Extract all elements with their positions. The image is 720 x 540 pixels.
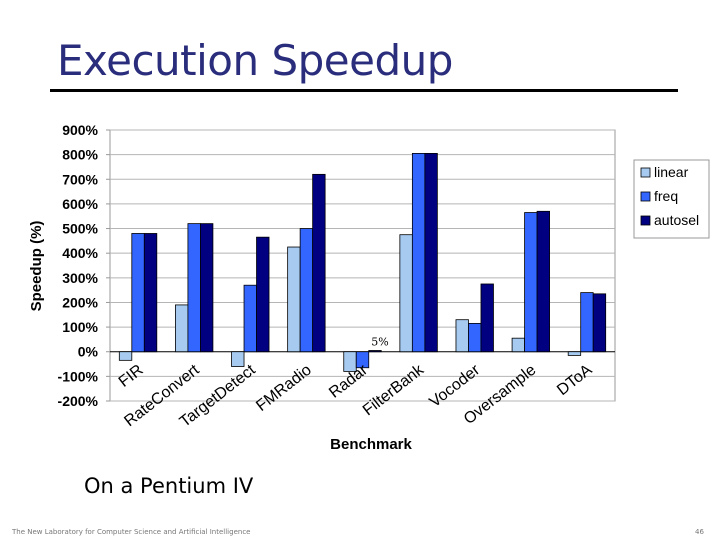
title-divider (50, 89, 678, 92)
legend-swatch-linear (640, 167, 651, 178)
legend-label-linear: linear (654, 164, 689, 180)
bar-linear-FIR (118, 351, 133, 361)
y-tick-label: -100% (58, 368, 99, 384)
annotation-label: 5% (371, 335, 388, 348)
bar-autosel-TargetDetect (256, 236, 270, 353)
bar-freq-DToA (580, 292, 594, 353)
y-tick-label: 500% (62, 221, 98, 237)
bar-autosel-Vocoder (480, 283, 494, 353)
bar-autosel-DToA (592, 293, 607, 353)
legend-swatch-freq (640, 191, 651, 202)
x-axis-label: Benchmark (330, 436, 412, 453)
legend: linear freq autosel (633, 159, 710, 239)
y-axis-label: Speedup (%) (28, 221, 45, 312)
bar-freq-FilterBank (411, 153, 426, 353)
bar-linear-Oversample (511, 337, 525, 353)
bar-freq-Vocoder (468, 322, 482, 353)
bar-linear-DToA (567, 351, 582, 356)
legend-swatch-autosel (640, 215, 651, 226)
y-tick-label: 400% (62, 245, 98, 261)
y-tick-label: 700% (62, 171, 98, 187)
footer-text: The New Laboratory for Computer Science … (12, 528, 251, 536)
y-axis-ticks: -200% -100% 0% 100% 200% 300% 400% 500% 600% 700%… (58, 122, 110, 409)
bar-freq-FMRadio (299, 228, 314, 353)
legend-label-freq: freq (654, 188, 678, 204)
bar-freq-RateConvert (187, 223, 201, 353)
bar-autosel-FIR (143, 233, 158, 353)
legend-label-autosel: autosel (654, 212, 699, 228)
bar-autosel-Radar (368, 350, 382, 353)
annotations: 5% (371, 335, 388, 348)
bar-freq-Radar (355, 351, 370, 369)
y-tick-label: 0% (78, 344, 99, 360)
y-tick-label: 200% (62, 294, 98, 310)
bar-linear-FilterBank (399, 234, 413, 353)
slide-caption: On a Pentium IV (84, 474, 254, 498)
bar-linear-FMRadio (287, 246, 301, 353)
bar-autosel-FMRadio (312, 173, 326, 353)
slide-title: Execution Speedup (57, 36, 453, 85)
bar-linear-RateConvert (175, 304, 189, 353)
y-tick-label: 600% (62, 196, 98, 212)
y-tick-label: 900% (62, 122, 98, 138)
y-tick-label: -200% (58, 393, 99, 409)
bar-autosel-Oversample (536, 210, 550, 353)
y-tick-label: 100% (62, 319, 98, 335)
bar-linear-TargetDetect (231, 351, 245, 367)
bar-freq-TargetDetect (243, 284, 257, 353)
y-tick-label: 800% (62, 147, 98, 163)
bar-autosel-FilterBank (424, 153, 438, 353)
y-tick-label: 300% (62, 270, 98, 286)
bar-autosel-RateConvert (200, 223, 214, 353)
bar-freq-FIR (131, 233, 145, 353)
bars (118, 153, 607, 372)
bar-freq-Oversample (524, 212, 538, 353)
bar-linear-Vocoder (455, 319, 469, 353)
speedup-bar-chart: -200% -100% 0% 100% 200% 300% 400% 500% 600% 700%… (28, 122, 710, 453)
page-number: 46 (695, 528, 704, 536)
